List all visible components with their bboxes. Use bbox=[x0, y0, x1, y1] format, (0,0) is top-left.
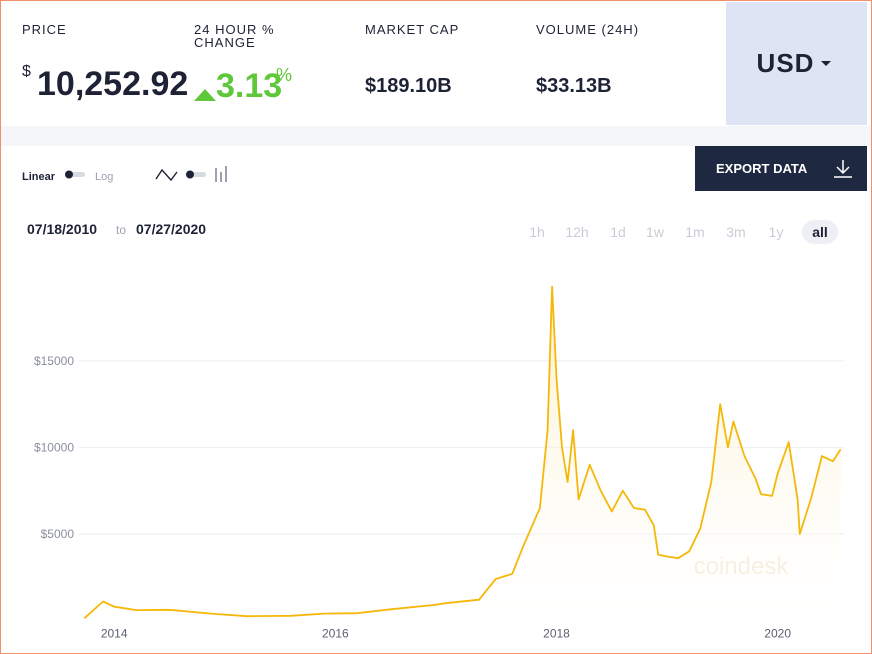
change-unit: % bbox=[276, 65, 293, 85]
log-toggle[interactable]: Log bbox=[95, 171, 113, 183]
chart: Linear Log 07/18/2010 to 07/27/2020 coin… bbox=[22, 166, 844, 641]
range-button[interactable]: 1d bbox=[610, 224, 626, 240]
caret bbox=[821, 60, 832, 66]
change-label: 24 HOUR % CHANGE bbox=[194, 22, 275, 50]
range-button[interactable]: all bbox=[812, 224, 828, 240]
x-tick-label: 2020 bbox=[764, 627, 791, 641]
switch-knob bbox=[186, 170, 194, 179]
range-button[interactable]: 12h bbox=[565, 224, 588, 240]
y-tick-label: $10000 bbox=[34, 440, 74, 454]
divider bbox=[1, 126, 871, 146]
bar-icon[interactable] bbox=[215, 166, 227, 182]
end-date[interactable]: 07/27/2020 bbox=[136, 221, 206, 237]
market-cap-label: MARKET CAP bbox=[365, 22, 460, 37]
price-currency: $ bbox=[22, 63, 31, 80]
currency-select[interactable]: USD bbox=[726, 2, 867, 125]
export-label: EXPORT DATA bbox=[716, 161, 808, 176]
range-button[interactable]: 1m bbox=[685, 224, 704, 240]
start-date[interactable]: 07/18/2010 bbox=[27, 221, 97, 237]
download-icon bbox=[834, 159, 853, 178]
to: to bbox=[116, 223, 126, 237]
price-line bbox=[83, 285, 842, 619]
range-button[interactable]: 1h bbox=[529, 224, 545, 240]
export-button[interactable]: EXPORT DATA bbox=[695, 146, 867, 191]
up-arrow bbox=[194, 89, 216, 101]
change: 3.13 bbox=[216, 67, 283, 105]
x-tick-label: 2016 bbox=[322, 627, 349, 641]
range-active bbox=[802, 220, 838, 244]
range-button[interactable]: 3m bbox=[726, 224, 745, 240]
price-label: PRICE bbox=[22, 22, 67, 37]
volume-label: VOLUME (24H) bbox=[536, 22, 640, 37]
area bbox=[84, 286, 841, 621]
line-icon[interactable] bbox=[155, 168, 178, 182]
x-tick-label: 2018 bbox=[543, 627, 570, 641]
switch-knob bbox=[65, 170, 73, 179]
market-cap: $189.10B bbox=[365, 75, 452, 97]
volume: $33.13B bbox=[536, 75, 612, 97]
price: 10,252.92 bbox=[37, 65, 189, 103]
linear-toggle[interactable]: Linear bbox=[22, 171, 56, 183]
y-tick-label: $5000 bbox=[41, 527, 75, 541]
x-tick-label: 2014 bbox=[101, 627, 128, 641]
range-button[interactable]: 1w bbox=[646, 224, 665, 240]
range-button[interactable]: 1y bbox=[769, 224, 784, 240]
y-tick-label: $15000 bbox=[34, 354, 74, 368]
currency: USD bbox=[756, 48, 815, 78]
